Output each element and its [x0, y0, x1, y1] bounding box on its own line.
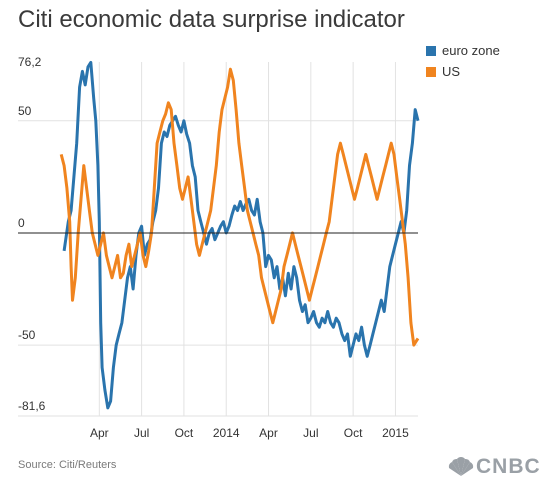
y-tick-label: -50: [18, 328, 36, 342]
logo-text: CNBC: [476, 455, 541, 478]
series-line-euro-zone: [62, 60, 420, 410]
series-line-us: [59, 67, 420, 347]
legend-item-us: US: [426, 61, 500, 82]
x-tick-label: 2014: [213, 426, 240, 440]
legend-label-euro-zone: euro zone: [442, 43, 500, 58]
chart-legend: euro zone US: [426, 40, 500, 82]
x-tick-label: Oct: [175, 426, 194, 440]
y-tick-label: 76,2: [18, 55, 42, 69]
x-tick-label: Apr: [259, 426, 278, 440]
chart-title: Citi economic data surprise indicator: [18, 6, 405, 33]
x-tick-label: 2015: [382, 426, 409, 440]
source-note: Source: Citi/Reuters: [18, 459, 117, 471]
peacock-icon: [448, 457, 474, 476]
y-tick-label: 50: [18, 104, 32, 118]
legend-item-euro-zone: euro zone: [426, 40, 500, 61]
chart-series: [18, 60, 420, 410]
y-tick-label: 0: [18, 216, 25, 230]
chart-axis-labels: 76,2 50 0 -50 -81,6 Apr Jul Oct 2014 Apr Jul Oct 201…: [18, 55, 409, 440]
x-tick-label: Apr: [90, 426, 109, 440]
y-tick-label: -81,6: [18, 399, 46, 413]
cnbc-logo: CNBC: [446, 455, 541, 479]
legend-swatch-us: [426, 66, 436, 77]
x-tick-label: Oct: [344, 426, 363, 440]
x-tick-label: Jul: [303, 426, 318, 440]
legend-label-us: US: [442, 64, 461, 79]
legend-swatch-euro-zone: [426, 45, 436, 56]
x-tick-label: Jul: [134, 426, 149, 440]
